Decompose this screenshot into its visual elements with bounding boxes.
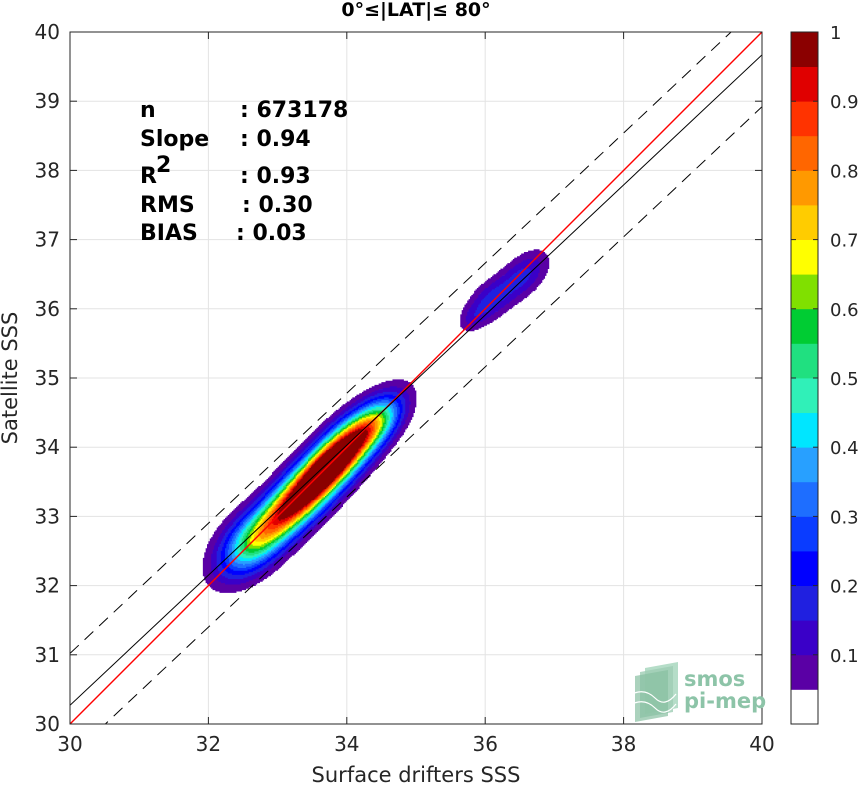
regression-lines (70, 32, 762, 724)
colorbar-band-5 (791, 516, 818, 552)
colorbar-band-19 (791, 32, 818, 67)
colorbar-tick-label: 0.5 (830, 369, 858, 390)
line-identity (70, 32, 762, 724)
y-tick-label: 39 (35, 89, 60, 113)
x-tick-label: 38 (611, 732, 636, 756)
colorbar-band-8 (791, 412, 818, 448)
x-tick-labels: 30 32 34 36 38 40 (57, 732, 774, 756)
axis-ticks (69, 31, 763, 725)
stat-name-4: BIAS (140, 221, 198, 246)
line-fit-minus (104, 106, 762, 724)
x-tick-label: 40 (749, 732, 774, 756)
y-tick-labels: 30 31 32 33 34 35 36 37 38 39 40 (35, 20, 60, 736)
x-tick-label: 34 (334, 732, 359, 756)
colorbar-band-3 (791, 585, 818, 621)
watermark-logo: smos pi-mep (631, 662, 766, 722)
watermark-line1: smos (684, 667, 745, 691)
stat-name-1: Slope (140, 127, 209, 152)
colorbar-band-12 (791, 274, 818, 310)
colorbar (791, 32, 818, 725)
y-tick-label: 32 (35, 574, 60, 598)
colorbar-tick-label: 0.2 (830, 577, 858, 598)
colorbar-band-10 (791, 343, 818, 379)
colorbar-tick-label: 0.7 (830, 231, 858, 252)
stat-value-4: : 0.03 (236, 221, 307, 246)
colorbar-band-18 (791, 66, 818, 102)
colorbar-tick-label: 0.4 (830, 438, 858, 459)
stat-name-3: RMS (140, 193, 195, 218)
y-tick-label: 36 (35, 297, 60, 321)
stat-value-0: : 673178 (240, 98, 348, 123)
colorbar-tick-label: 1 (830, 23, 841, 44)
stat-name-0: n (140, 98, 156, 123)
y-tick-label: 31 (35, 643, 60, 667)
stat-superscript-2: 2 (156, 153, 171, 178)
logo-graphic-icon (631, 662, 678, 722)
colorbar-band-14 (791, 205, 818, 240)
colorbar-tick-label: 0.8 (830, 161, 858, 182)
colorbar-band-15 (791, 170, 818, 206)
y-tick-label: 34 (35, 435, 60, 459)
colorbar-band-17 (791, 101, 818, 137)
y-tick-label: 40 (35, 20, 60, 44)
colorbar-band-6 (791, 481, 818, 517)
line-fit-plus (70, 32, 732, 654)
colorbar-band-9 (791, 378, 818, 413)
x-tick-label: 32 (196, 732, 221, 756)
stats-annotation: n : 673178 Slope : 0.94 R 2 : 0.93 RMS : 0.30 BIA… (140, 98, 348, 246)
density-level-19 (277, 429, 368, 521)
stat-value-3: : 0.30 (242, 193, 313, 218)
colorbar-band-0 (791, 689, 818, 725)
colorbar-tick-label: 0.1 (830, 646, 858, 667)
x-axis-label: Surface drifters SSS (312, 763, 521, 786)
colorbar-band-16 (791, 135, 818, 171)
x-tick-label: 30 (57, 732, 82, 756)
colorbar-ticks: 0.1 0.2 0.3 0.4 0.5 0.6 0.7 0.8 0.9 1 (791, 23, 858, 667)
colorbar-band-13 (791, 239, 818, 275)
watermark-line2: pi-mep (684, 689, 766, 713)
density-level-3 (216, 268, 532, 580)
colorbar-band-7 (791, 447, 818, 483)
colorbar-tick-label: 0.3 (830, 507, 858, 528)
colorbar-band-11 (791, 308, 818, 344)
x-tick-label: 36 (472, 732, 497, 756)
grid-lines (69, 31, 763, 725)
y-tick-label: 37 (35, 228, 60, 252)
y-tick-label: 30 (35, 712, 60, 736)
colorbar-tick-label: 0.6 (830, 300, 858, 321)
y-axis-label: Satellite SSS (0, 312, 22, 445)
line-fit (70, 54, 762, 706)
colorbar-band-4 (791, 551, 818, 586)
colorbar-band-1 (791, 654, 818, 690)
colorbar-band-2 (791, 620, 818, 656)
y-tick-label: 38 (35, 158, 60, 182)
chart-title: 0°≤|LAT|≤ 80° (341, 0, 490, 21)
stat-name-2: R (140, 164, 157, 189)
colorbar-tick-label: 0.9 (830, 92, 858, 113)
stat-value-1: : 0.94 (240, 127, 311, 152)
y-tick-label: 33 (35, 504, 60, 528)
stat-value-2: : 0.93 (240, 164, 311, 189)
density-contours (202, 249, 550, 593)
y-tick-label: 35 (35, 366, 60, 390)
